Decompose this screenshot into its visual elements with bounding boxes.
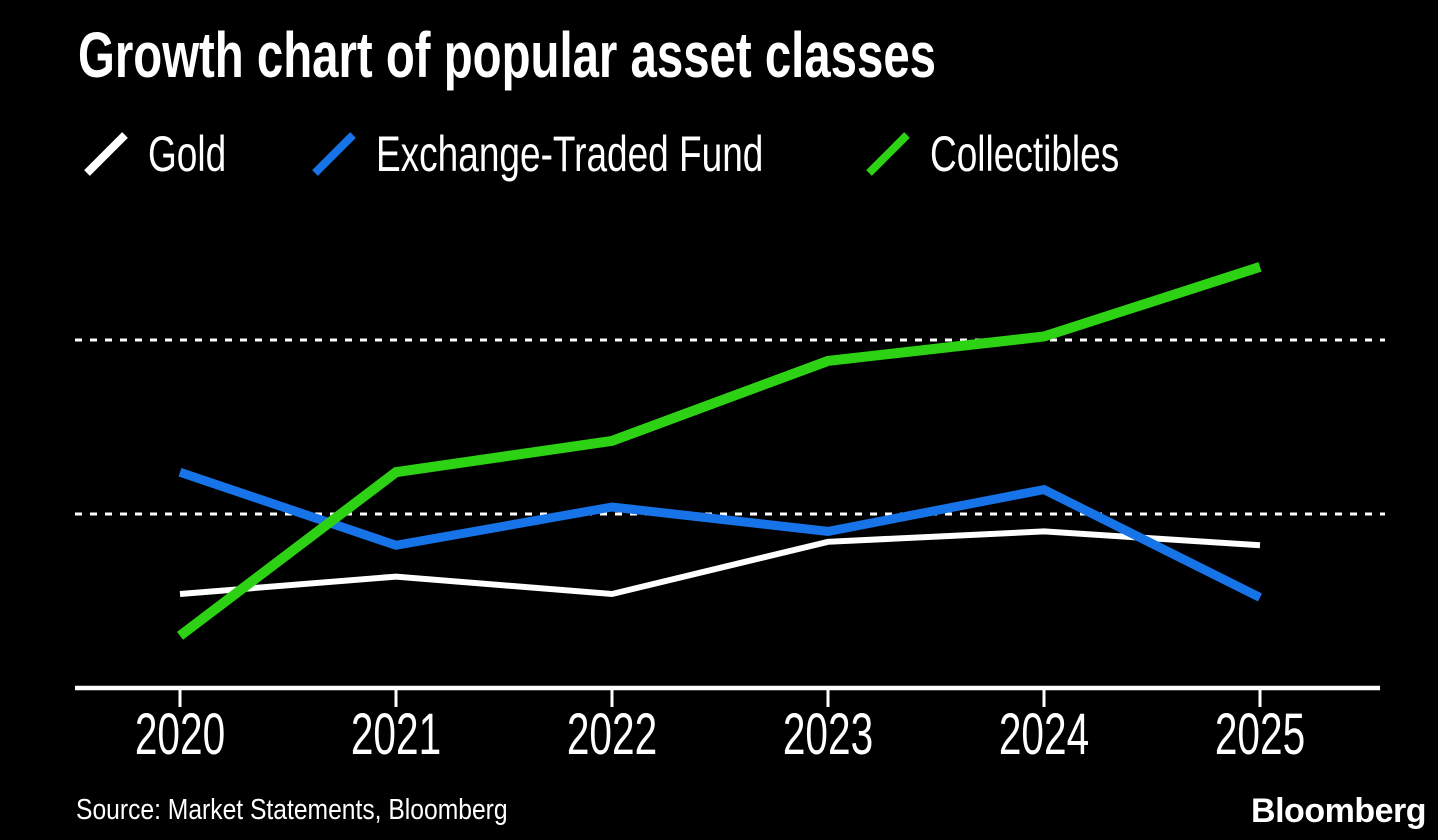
legend-item-gold: Gold: [80, 126, 254, 182]
bloomberg-logo: Bloomberg: [1251, 792, 1426, 830]
legend-item-collectibles: Collectibles: [862, 126, 1186, 182]
x-tick-label: 2020: [134, 702, 226, 767]
x-tick-label: 2025: [1214, 702, 1306, 767]
series-line-collectibles: [176, 262, 1262, 640]
legend-label-gold: Gold: [148, 126, 227, 182]
source-text: Source: Market Statements, Bloomberg: [76, 794, 508, 826]
legend-label-collectibles: Collectibles: [930, 126, 1120, 182]
x-tick-label: 2024: [998, 702, 1090, 767]
legend-item-etf: Exchange-Traded Fund: [308, 126, 899, 182]
legend-slash-icon: [312, 132, 356, 176]
x-tick-label: 2023: [782, 702, 874, 767]
legend: Gold Exchange-Traded Fund Collectibles: [0, 126, 1438, 186]
legend-slash-icon: [84, 132, 128, 176]
series-line-exchange-traded-fund: [178, 467, 1263, 602]
legend-label-etf: Exchange-Traded Fund: [376, 126, 764, 182]
x-tick-label: 2022: [566, 702, 658, 767]
chart-title: Growth chart of popular asset classes: [78, 19, 937, 91]
series-line-gold: [179, 528, 1261, 598]
x-tick-label: 2021: [350, 702, 442, 767]
legend-slash-icon: [866, 132, 910, 176]
